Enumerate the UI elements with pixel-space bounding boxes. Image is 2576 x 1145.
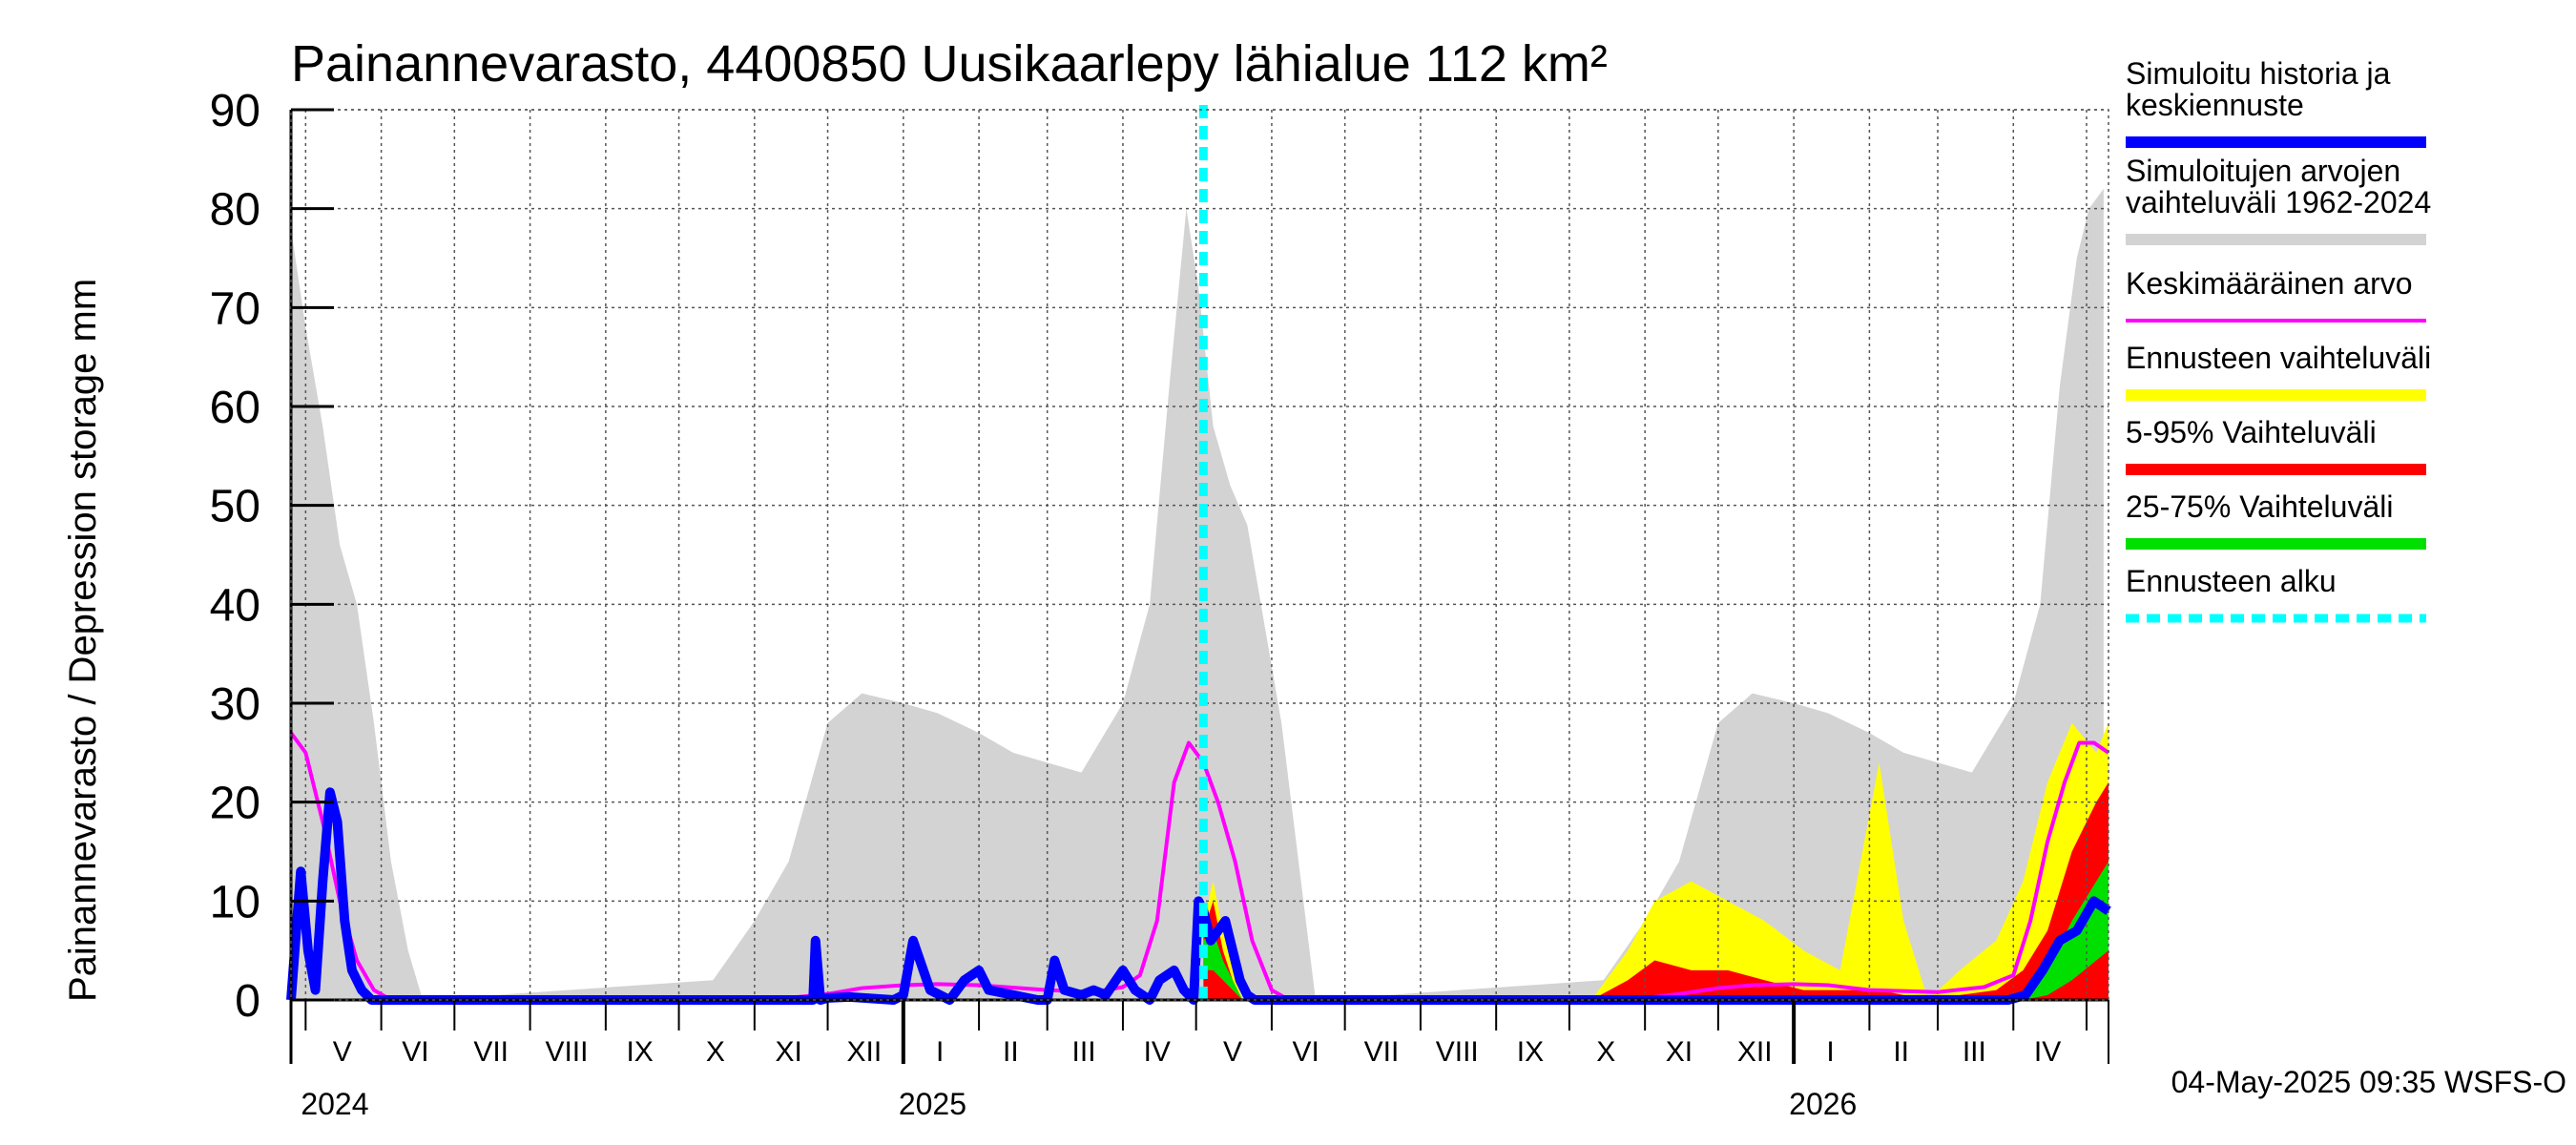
band-2 xyxy=(1203,781,2109,1000)
month-label-22: III xyxy=(1963,1036,1986,1068)
legend-label-1-1: vaihteluväli 1962-2024 xyxy=(2126,185,2431,219)
month-label-3: VIII xyxy=(545,1036,588,1068)
year-label-2: 2026 xyxy=(1789,1087,1857,1121)
legend-label-1-0: Simuloitujen arvojen xyxy=(2126,154,2400,188)
month-label-13: VI xyxy=(1293,1036,1319,1068)
footer-timestamp: 04-May-2025 09:35 WSFS-O xyxy=(2171,1065,2566,1099)
y-tick-label-0: 0 xyxy=(235,976,260,1027)
y-tick-label-4: 40 xyxy=(210,580,260,631)
month-label-5: X xyxy=(706,1036,725,1068)
year-label-0: 2024 xyxy=(301,1087,368,1121)
month-label-23: IV xyxy=(2034,1036,2061,1068)
line-layer xyxy=(286,105,2111,1005)
y-tick-label-8: 80 xyxy=(210,185,260,236)
year-label-1: 2025 xyxy=(899,1087,966,1121)
month-label-8: I xyxy=(936,1036,944,1068)
legend-label-0-1: keskiennuste xyxy=(2126,88,2304,122)
y-tick-label-2: 20 xyxy=(210,779,260,829)
month-label-6: XI xyxy=(775,1036,801,1068)
y-tick-label-5: 50 xyxy=(210,482,260,532)
month-label-19: XII xyxy=(1737,1036,1773,1068)
y-tick-label-1: 10 xyxy=(210,877,260,927)
legend-label-0-0: Simuloitu historia ja xyxy=(2126,56,2391,91)
month-label-7: XII xyxy=(847,1036,883,1068)
month-label-1: VI xyxy=(402,1036,428,1068)
month-label-16: IX xyxy=(1517,1036,1544,1068)
legend-label-4-0: 5-95% Vaihteluväli xyxy=(2126,415,2377,449)
y-tick-label-7: 70 xyxy=(210,283,260,334)
month-label-4: IX xyxy=(626,1036,653,1068)
band-1 xyxy=(1203,722,2109,1000)
band-0 xyxy=(291,188,2104,1000)
plot-frame xyxy=(290,109,2109,1001)
legend-label-6-0: Ennusteen alku xyxy=(2126,564,2337,598)
month-label-0: V xyxy=(333,1036,352,1068)
month-label-2: VII xyxy=(473,1036,509,1068)
month-label-15: VIII xyxy=(1436,1036,1479,1068)
y-tick-label-9: 90 xyxy=(210,86,260,136)
band-layer xyxy=(291,188,2109,1000)
legend-label-5-0: 25-75% Vaihteluväli xyxy=(2126,489,2393,524)
y-axis-label: Painannevarasto / Depression storage mm xyxy=(62,279,104,1002)
series-line-1 xyxy=(286,787,2111,1005)
chart-title: Painannevarasto, 4400850 Uusikaarlepy lä… xyxy=(291,35,1608,93)
month-label-18: XI xyxy=(1666,1036,1693,1068)
y-tick-label-6: 60 xyxy=(210,383,260,433)
month-label-11: IV xyxy=(1144,1036,1171,1068)
legend-label-2-0: Keskimääräinen arvo xyxy=(2126,266,2413,301)
month-label-20: I xyxy=(1826,1036,1834,1068)
month-label-9: II xyxy=(1003,1036,1019,1068)
month-label-12: V xyxy=(1223,1036,1242,1068)
y-tick-label-3: 30 xyxy=(210,679,260,730)
legend-label-3-0: Ennusteen vaihteluväli xyxy=(2126,341,2431,375)
month-label-14: VII xyxy=(1364,1036,1400,1068)
month-label-21: II xyxy=(1893,1036,1909,1068)
month-label-17: X xyxy=(1596,1036,1615,1068)
month-label-10: III xyxy=(1072,1036,1096,1068)
